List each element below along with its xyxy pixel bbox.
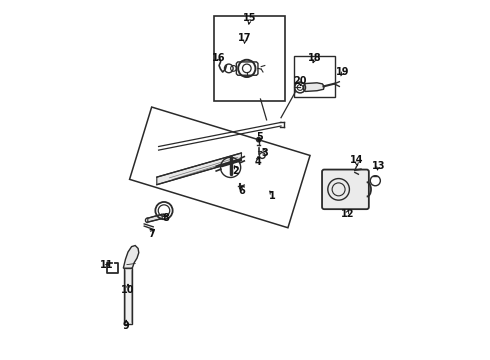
- Polygon shape: [123, 246, 139, 268]
- Text: 20: 20: [293, 76, 306, 86]
- Text: 16: 16: [212, 53, 226, 63]
- Text: 5: 5: [256, 132, 263, 142]
- Text: 1: 1: [269, 191, 275, 201]
- Bar: [215, 16, 285, 101]
- Text: 17: 17: [238, 33, 252, 43]
- Text: 19: 19: [336, 67, 349, 77]
- Text: 6: 6: [238, 186, 245, 196]
- Text: 4: 4: [254, 157, 261, 167]
- Circle shape: [257, 138, 261, 142]
- Text: 11: 11: [99, 260, 113, 270]
- Text: 2: 2: [233, 166, 240, 176]
- Text: 3: 3: [262, 148, 268, 158]
- Text: 7: 7: [148, 229, 155, 239]
- Polygon shape: [304, 83, 324, 91]
- FancyBboxPatch shape: [322, 170, 369, 209]
- Text: 9: 9: [123, 321, 129, 331]
- Text: 15: 15: [243, 13, 256, 23]
- Text: 18: 18: [308, 53, 321, 63]
- Bar: [123, 268, 132, 324]
- Text: 12: 12: [341, 209, 354, 219]
- Polygon shape: [157, 153, 242, 185]
- Text: 8: 8: [162, 213, 169, 223]
- Text: 14: 14: [350, 155, 364, 165]
- Bar: [294, 56, 335, 97]
- Text: 13: 13: [371, 161, 385, 171]
- Polygon shape: [148, 214, 162, 222]
- Text: 10: 10: [121, 285, 135, 295]
